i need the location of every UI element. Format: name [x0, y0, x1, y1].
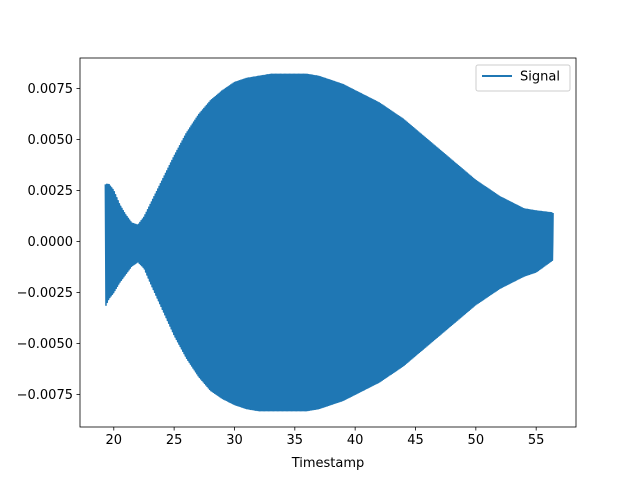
x-tick-label: 50	[468, 433, 485, 448]
x-tick-label: 20	[106, 433, 123, 448]
y-axis-ticks: 0.0075 0.0050 0.0025 0.0000 −0.0025 −0.0050 −0…	[17, 82, 80, 403]
plot-area	[104, 73, 554, 412]
axes-frame	[79, 57, 577, 428]
x-tick-label: 55	[528, 433, 545, 448]
y-tick-label: 0.0000	[28, 235, 74, 250]
signal-series-line	[104, 73, 554, 412]
x-axis-ticks: 20 25 30 35 40 45 50 55	[106, 427, 545, 448]
x-tick-label: 25	[166, 433, 183, 448]
legend-box	[475, 64, 571, 92]
legend: Signal	[475, 64, 571, 92]
legend-label-signal: Signal	[520, 70, 560, 85]
x-tick-label: 45	[407, 433, 424, 448]
y-tick-label: −0.0075	[17, 388, 73, 403]
y-tick-label: 0.0050	[28, 133, 74, 148]
y-tick-label: 0.0025	[28, 184, 74, 199]
y-tick-label: −0.0050	[17, 337, 73, 352]
x-tick-label: 35	[287, 433, 304, 448]
y-tick-label: 0.0075	[28, 82, 74, 97]
x-tick-label: 30	[226, 433, 243, 448]
x-tick-label: 40	[347, 433, 364, 448]
y-tick-label: −0.0025	[17, 286, 73, 301]
x-axis-label: Timestamp	[291, 456, 365, 471]
